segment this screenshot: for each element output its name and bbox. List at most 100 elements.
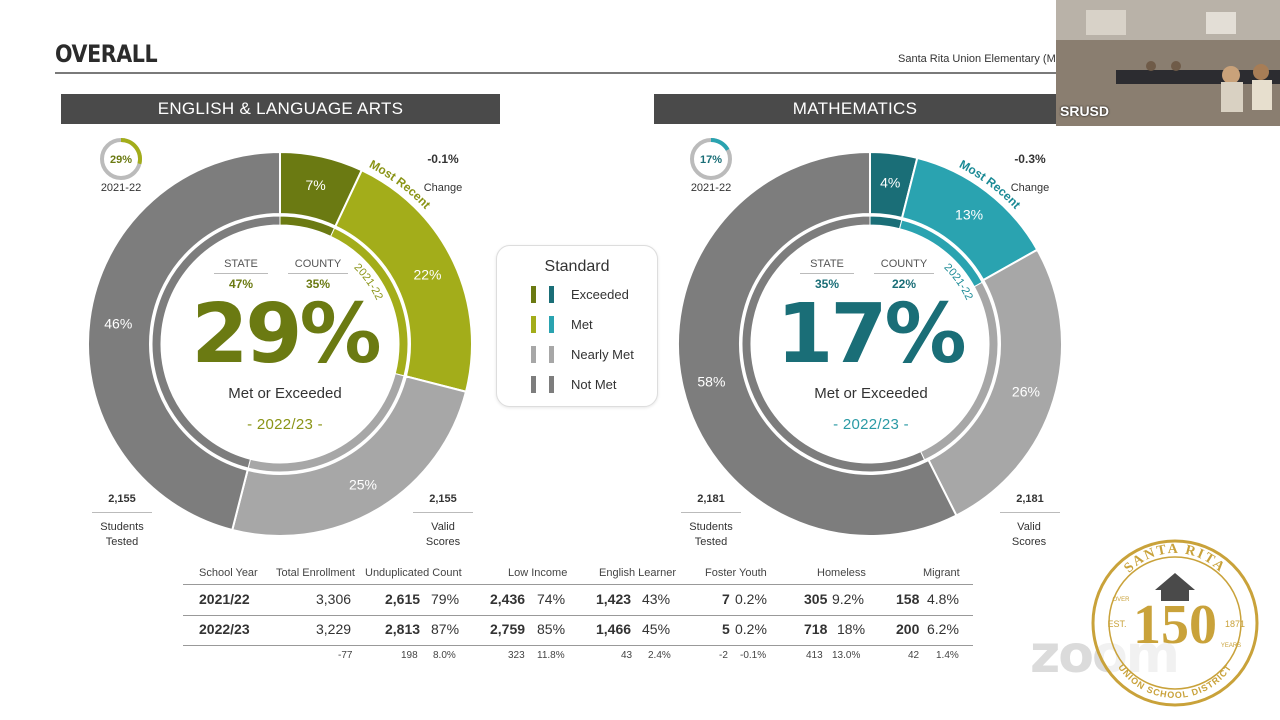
- math-slice-label-not-met: 58%: [697, 374, 725, 390]
- cell-homeless-pct: 9.2%: [832, 591, 864, 607]
- math-slice-label-exceeded: 4%: [880, 174, 900, 190]
- ela-valid-scores-label: Valid Scores: [425, 521, 461, 548]
- math-county-value: 22%: [891, 277, 917, 291]
- legend-swatch: [549, 286, 554, 303]
- math-inner-slice-not-met: [741, 215, 926, 473]
- ela-county-rule: [288, 273, 348, 274]
- legend-label: Nearly Met: [571, 347, 634, 362]
- ela-outer-slice-not-met: [87, 150, 281, 532]
- legend-swatch: [531, 316, 536, 333]
- col-homeless: Homeless: [817, 567, 866, 579]
- math-outer-slice-not-met: [677, 150, 958, 537]
- math-met-exceeded-label: Met or Exceeded: [814, 385, 928, 402]
- webcam-label: SRUSD: [1060, 103, 1110, 119]
- math-change-value: -0.3%: [1014, 152, 1046, 166]
- table-rule: [183, 615, 973, 616]
- title-divider: [55, 72, 1065, 74]
- math-prior-badge: 17%: [690, 138, 732, 180]
- math-students-rule: [681, 512, 741, 513]
- logo-over: OVER: [1112, 597, 1130, 603]
- diff-el-pct: 2.4%: [648, 650, 671, 661]
- table-row: 2022/23 3,229 2,813 87% 2,759 85% 1,466 …: [183, 621, 973, 641]
- cell-year: 2022/23: [199, 621, 250, 637]
- diff-homeless-count: 413: [806, 650, 823, 661]
- math-state-value: 35%: [814, 277, 840, 291]
- ela-center-year: - 2022/23 -: [247, 416, 323, 433]
- cell-migrant-count: 200: [896, 621, 920, 637]
- cell-el-pct: 45%: [642, 621, 671, 637]
- cell-foster-pct: 0.2%: [735, 621, 767, 637]
- cell-el-count: 1,423: [596, 591, 632, 607]
- math-center-year: - 2022/23 -: [833, 416, 909, 433]
- math-slice-label-met: 13%: [955, 207, 983, 223]
- diff-migrant-count: 42: [908, 650, 920, 661]
- diff-enrollment: -77: [338, 650, 353, 661]
- ela-students-rule: [92, 512, 152, 513]
- cell-low-income-count: 2,436: [490, 591, 526, 607]
- ela-slice-label-nearly-met: 25%: [349, 476, 377, 492]
- ela-slice-label-not-met: 46%: [104, 316, 132, 332]
- ela-slice-label-met: 22%: [413, 267, 441, 283]
- legend-label: Not Met: [571, 377, 617, 392]
- table-rule: [183, 584, 973, 585]
- col-school-year: School Year: [199, 567, 258, 579]
- logo-number: 150: [1133, 594, 1217, 656]
- cell-unduplicated-pct: 87%: [431, 621, 460, 637]
- schoolhouse-icon: [1155, 573, 1195, 601]
- diff-foster-pct: -0.1%: [740, 650, 767, 661]
- page-title: OVERALL: [55, 40, 158, 68]
- math-inner-slice-exceeded: [869, 215, 903, 230]
- ela-county-value: 35%: [305, 277, 331, 291]
- ela-prior-badge-value: 29%: [110, 154, 132, 166]
- cell-homeless-count: 718: [804, 621, 828, 637]
- legend-swatch: [531, 346, 536, 363]
- table-header: School Year Total Enrollment Unduplicate…: [183, 567, 973, 583]
- math-state-rule: [800, 273, 854, 274]
- ela-slice-label-exceeded: 7%: [305, 177, 325, 193]
- ela-valid-rule: [413, 512, 473, 513]
- math-county-label: COUNTY: [880, 258, 928, 270]
- math-county-rule: [874, 273, 934, 274]
- table-change-row: -77 198 8.0% 323 11.8% 43 2.4% -2 -0.1% …: [183, 650, 973, 664]
- webcam-thumbnail[interactable]: [1056, 0, 1280, 126]
- math-state-label: STATE: [810, 258, 844, 270]
- cell-el-count: 1,466: [596, 621, 632, 637]
- ela-state-value: 47%: [228, 277, 254, 291]
- cell-foster-pct: 0.2%: [735, 591, 767, 607]
- ela-prior-year: 2021-22: [100, 182, 142, 194]
- table-rule: [183, 645, 973, 646]
- ela-outer-slice-nearly-met: [231, 375, 468, 537]
- diff-foster-count: -2: [719, 650, 728, 661]
- ela-state-rule: [214, 273, 268, 274]
- cell-migrant-count: 158: [896, 591, 920, 607]
- cell-year: 2021/22: [199, 591, 250, 607]
- cell-foster-count: 5: [722, 621, 730, 637]
- diff-migrant-pct: 1.4%: [936, 650, 959, 661]
- ela-met-exceeded-pct: 29%: [191, 287, 381, 382]
- col-english-learner: English Learner: [599, 567, 677, 579]
- district-150-logo: SANTA RITA UNION SCHOOL DISTRICT 150 EST…: [1091, 539, 1259, 707]
- cell-enrollment: 3,306: [316, 591, 352, 607]
- ela-students-tested-value: 2,155: [108, 493, 136, 505]
- diff-low-income-count: 323: [508, 650, 525, 661]
- col-migrant: Migrant: [923, 567, 960, 579]
- col-unduplicated-count: Unduplicated Count: [365, 567, 462, 579]
- ela-students-tested-label: Students Tested: [100, 521, 144, 548]
- cell-unduplicated-count: 2,615: [385, 591, 421, 607]
- math-section-header: MATHEMATICS: [654, 94, 1056, 124]
- table-row: 2021/22 3,306 2,615 79% 2,436 74% 1,423 …: [183, 591, 973, 611]
- diff-homeless-pct: 13.0%: [832, 650, 861, 661]
- diff-el-count: 43: [621, 650, 633, 661]
- legend-swatch: [549, 316, 554, 333]
- cell-homeless-pct: 18%: [837, 621, 866, 637]
- cell-unduplicated-count: 2,813: [385, 621, 421, 637]
- legend-swatch: [549, 376, 554, 393]
- cell-low-income-pct: 74%: [537, 591, 566, 607]
- legend: Standard Exceeded Met Nearly Met Not Met: [496, 245, 658, 407]
- ela-inner-slice-not-met: [151, 215, 281, 469]
- cell-low-income-pct: 85%: [537, 621, 566, 637]
- math-valid-scores-label: Valid Scores: [1011, 521, 1047, 548]
